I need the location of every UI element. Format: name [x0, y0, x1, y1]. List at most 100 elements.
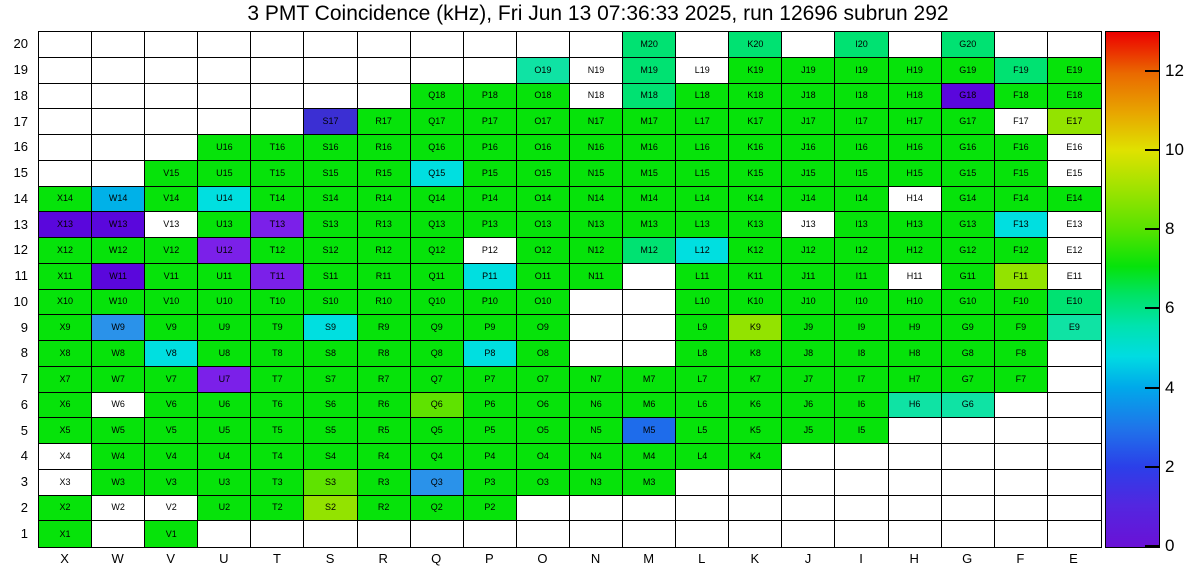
- heatmap-cell: [994, 392, 1048, 419]
- heatmap-cell: P9: [463, 315, 517, 341]
- heatmap-cell: S12: [304, 238, 358, 264]
- cell-label: R12: [375, 244, 392, 255]
- heatmap-cell: U10: [198, 289, 252, 316]
- heatmap-cell: [835, 495, 889, 522]
- heatmap-cell: G14: [941, 186, 995, 213]
- heatmap-cell: V4: [145, 444, 199, 470]
- cell-label: Q14: [428, 193, 446, 204]
- heatmap-cell: [1047, 469, 1101, 496]
- heatmap-cell: X12: [39, 238, 93, 264]
- cell-label: U2: [218, 502, 231, 513]
- cell-label: G19: [959, 64, 977, 75]
- heatmap-cell: Q5: [410, 418, 464, 444]
- heatmap-cell: [92, 109, 146, 135]
- heatmap-cell: I11: [835, 263, 889, 290]
- colorbar: [1105, 31, 1160, 548]
- cell-label: L13: [694, 219, 710, 230]
- cell-label: N3: [590, 476, 602, 487]
- cell-label: R15: [375, 167, 392, 178]
- cell-label: N19: [587, 64, 605, 75]
- heatmap-cell: [994, 444, 1048, 470]
- heatmap-cell: Q16: [410, 135, 464, 161]
- heatmap-cell: H18: [888, 83, 942, 110]
- heatmap-cell: G12: [941, 238, 995, 264]
- heatmap-cell: S16: [304, 135, 358, 161]
- heatmap-cell: Q17: [410, 109, 464, 135]
- cell-label: H8: [908, 347, 921, 358]
- heatmap-cell: T4: [251, 444, 305, 470]
- y-axis-label: 3: [20, 474, 28, 490]
- cell-label: I17: [855, 116, 868, 127]
- heatmap-cell: P10: [463, 289, 517, 316]
- heatmap-cell: J19: [782, 57, 836, 84]
- cell-label: K9: [749, 322, 761, 333]
- heatmap-cell: S5: [304, 418, 358, 444]
- cell-label: O6: [536, 399, 549, 410]
- heatmap-cell: J11: [782, 263, 836, 290]
- heatmap-cell: [994, 32, 1048, 58]
- cell-label: E17: [1066, 116, 1083, 127]
- heatmap-cell: I19: [835, 57, 889, 84]
- heatmap-cell: N17: [569, 109, 624, 135]
- heatmap-cell: I9: [835, 315, 889, 341]
- heatmap-cell: [623, 263, 677, 290]
- cell-label: N11: [588, 270, 604, 281]
- cell-label: R14: [375, 193, 392, 204]
- cell-label: E18: [1066, 90, 1083, 101]
- heatmap-cell: E10: [1047, 289, 1101, 316]
- heatmap-cell: R14: [357, 186, 411, 213]
- cell-label: U16: [216, 141, 233, 152]
- cell-label: I19: [855, 64, 868, 75]
- heatmap-cell: J17: [782, 109, 836, 135]
- heatmap-cell: Q9: [410, 315, 464, 341]
- x-axis-label: O: [537, 551, 548, 566]
- cell-label: H18: [906, 90, 923, 101]
- heatmap-cell: [410, 32, 464, 58]
- heatmap-cell: Q10: [410, 289, 464, 316]
- cell-label: S17: [322, 116, 339, 127]
- cell-label: X13: [57, 219, 74, 230]
- cell-label: W4: [111, 450, 125, 461]
- cell-label: I10: [855, 296, 868, 307]
- heatmap-cell: W11: [92, 263, 146, 290]
- heatmap-cell: S15: [304, 160, 358, 187]
- heatmap-cell: K7: [729, 366, 783, 393]
- heatmap-cell: H19: [888, 57, 942, 84]
- heatmap-cell: [516, 495, 570, 522]
- heatmap-cell: M5: [623, 418, 677, 444]
- cell-label: U6: [218, 399, 231, 410]
- heatmap-cell: [623, 289, 677, 316]
- heatmap-cell: [569, 495, 624, 522]
- cell-label: K10: [747, 296, 764, 307]
- heatmap-cell: G9: [941, 315, 995, 341]
- heatmap-cell: L6: [676, 392, 730, 419]
- heatmap-cell: E16: [1047, 135, 1101, 161]
- cell-label: O9: [536, 322, 549, 333]
- heatmap-cell: L13: [676, 212, 730, 238]
- heatmap-cell: T8: [251, 341, 305, 367]
- heatmap-cell: F17: [994, 109, 1048, 135]
- heatmap-cell: W10: [92, 289, 146, 316]
- heatmap-cell: R8: [357, 341, 411, 367]
- cell-label: M5: [642, 425, 656, 436]
- heatmap-cell: U9: [198, 315, 252, 341]
- cell-label: F12: [1013, 244, 1029, 255]
- cell-label: O19: [534, 64, 552, 75]
- heatmap-cell: E17: [1047, 109, 1101, 135]
- heatmap-cell: N15: [569, 160, 624, 187]
- heatmap-cell: [357, 83, 411, 110]
- heatmap-cell: [251, 32, 305, 58]
- heatmap-cell: [941, 418, 995, 444]
- heatmap-cell: [198, 57, 252, 84]
- cell-label: H14: [906, 193, 923, 204]
- heatmap-cell: R13: [357, 212, 411, 238]
- cell-label: J15: [801, 167, 816, 178]
- heatmap-cell: R12: [357, 238, 411, 264]
- heatmap-cell: P2: [463, 495, 517, 522]
- heatmap-cell: F18: [994, 83, 1048, 110]
- cell-label: Q8: [430, 347, 443, 358]
- cell-label: X10: [57, 296, 74, 307]
- cell-label: J13: [801, 219, 816, 230]
- cell-label: J19: [801, 64, 816, 75]
- cell-label: O10: [534, 296, 552, 307]
